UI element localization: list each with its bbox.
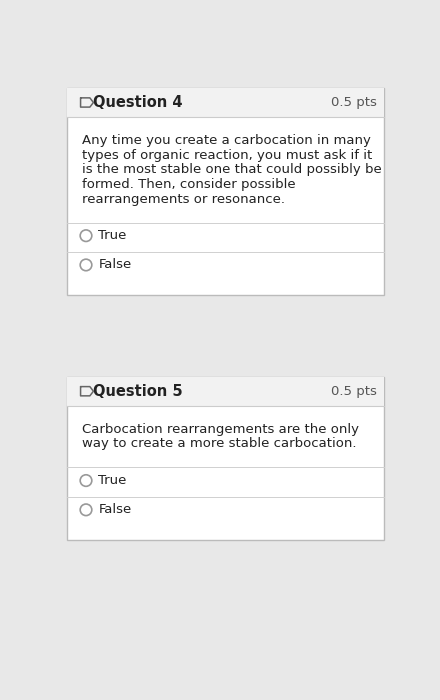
Text: True: True (99, 474, 127, 487)
Text: False: False (99, 258, 132, 272)
FancyBboxPatch shape (66, 88, 385, 117)
Text: way to create a more stable carbocation.: way to create a more stable carbocation. (82, 438, 357, 450)
Text: 0.5 pts: 0.5 pts (331, 96, 377, 109)
Text: rearrangements or resonance.: rearrangements or resonance. (82, 193, 285, 206)
Text: Question 4: Question 4 (93, 95, 183, 110)
Text: is the most stable one that could possibly be: is the most stable one that could possib… (82, 163, 382, 176)
Text: Any time you create a carbocation in many: Any time you create a carbocation in man… (82, 134, 371, 147)
FancyBboxPatch shape (66, 88, 385, 295)
Text: types of organic reaction, you must ask if it: types of organic reaction, you must ask … (82, 148, 372, 162)
Text: False: False (99, 503, 132, 517)
Text: formed. Then, consider possible: formed. Then, consider possible (82, 178, 296, 191)
Text: Question 5: Question 5 (93, 384, 183, 399)
Text: True: True (99, 229, 127, 242)
Text: Carbocation rearrangements are the only: Carbocation rearrangements are the only (82, 423, 359, 436)
FancyBboxPatch shape (66, 377, 385, 540)
Text: 0.5 pts: 0.5 pts (331, 385, 377, 398)
FancyBboxPatch shape (66, 377, 385, 406)
